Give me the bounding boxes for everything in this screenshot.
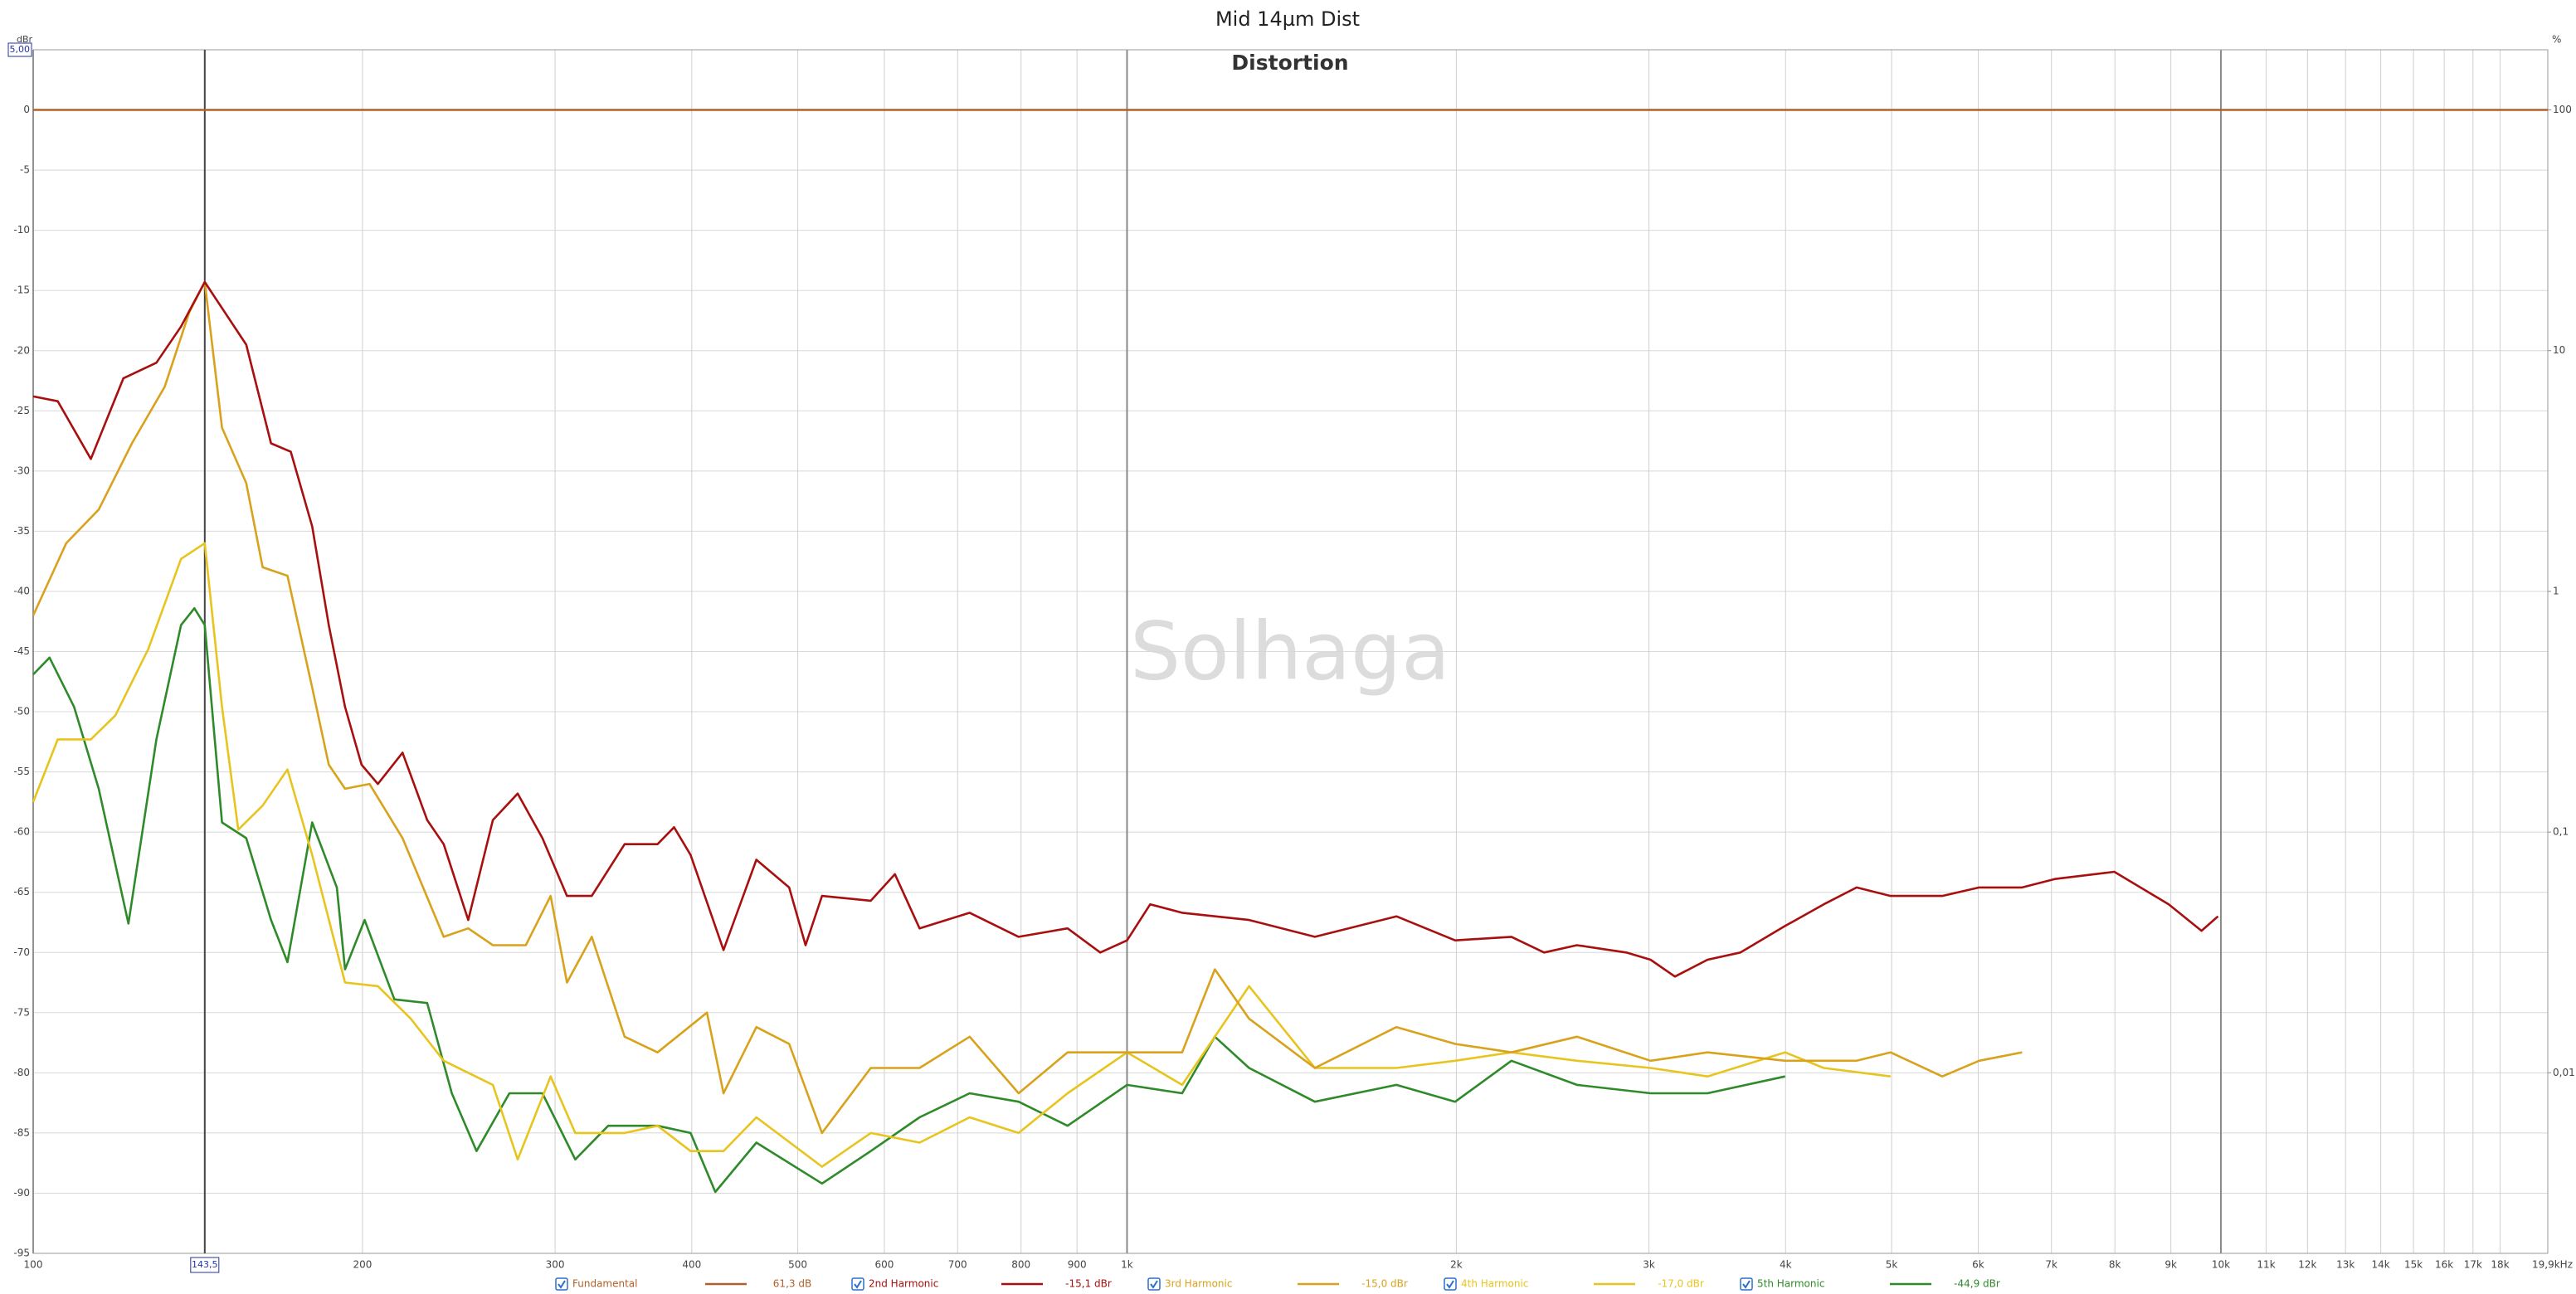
y-tick-label: -20 [13,344,30,356]
x-tick-label: 9k [2165,1259,2177,1271]
y-tick-label: -50 [13,706,30,718]
chart-title: Mid 14µm Dist [1215,7,1360,31]
x-tick-label: 11k [2257,1259,2275,1271]
legend-checkbox[interactable] [1147,1277,1161,1291]
y-tick-label: -75 [13,1006,30,1018]
legend-check [1446,1280,1454,1289]
legend-check [1150,1280,1158,1289]
y-tick-label: -5 [20,164,30,176]
plot-frame [32,49,2549,1254]
y-tick-label: -40 [13,585,30,596]
y-tick-label: -15 [13,285,30,296]
x-tick-label: 200 [353,1259,372,1271]
x-tick-label: 700 [948,1259,967,1271]
legend-check [854,1280,862,1289]
series-line [32,280,2023,1135]
x-tick-label: 13k [2336,1259,2354,1271]
cursor-box [190,1257,220,1273]
x-tick-label: 16k [2435,1259,2453,1271]
legend-item: 4th Harmonic -17,0 dBr [1444,1277,1704,1291]
x-tick-label: 6k [1972,1259,1984,1271]
x-tick-label: 7k [2045,1259,2057,1271]
legend-checkbox[interactable] [851,1277,864,1291]
y-tick-label: -70 [13,946,30,958]
series-line [32,607,1785,1194]
x-tick-label: 14k [2372,1259,2390,1271]
x-tick-label: 400 [682,1259,701,1271]
legend-value: 61,3 dB [773,1278,811,1290]
x-tick-label: 4k [1780,1259,1792,1271]
x-tick-label: 17k [2464,1259,2482,1271]
x-tick-label: 15k [2404,1259,2423,1271]
x-tick-label: 19,9kHz [2532,1259,2573,1271]
x-tick-label: 10k [2212,1259,2230,1271]
legend-checkbox[interactable] [1444,1277,1457,1291]
x-tick-label: 300 [546,1259,565,1271]
x-tick-label: 1k [1121,1259,1133,1271]
series-line [32,280,2219,978]
legend-item: 3rd Harmonic -15,0 dBr [1147,1277,1408,1291]
cursor-label: 143,5 [192,1259,218,1270]
y2-unit: % [2552,34,2561,46]
x-tick-label: 100 [24,1259,43,1271]
legend-value: -17,0 dBr [1658,1278,1704,1290]
y-tick-label: -80 [13,1067,30,1078]
y-tick-label: -35 [13,525,30,537]
legend-label: 2nd Harmonic [869,1278,938,1290]
legend-item: 2nd Harmonic -15,1 dBr [851,1277,1112,1291]
y-tick-label: 5,00 [10,44,31,55]
legend-checkbox[interactable] [555,1277,568,1291]
legend-item: Fundamental 61,3 dB [555,1277,811,1291]
legend-label: 5th Harmonic [1757,1278,1824,1290]
y2-tick-label: 1 [2553,585,2559,596]
y-tick-label: -45 [13,645,30,657]
x-tick-label: 8k [2109,1259,2121,1271]
grid [32,49,2549,1254]
x-tick-label: 12k [2298,1259,2316,1271]
legend-value: -44,9 dBr [1954,1278,2000,1290]
y-tick-label: -30 [13,465,30,476]
y-tick-label: -10 [13,224,30,236]
y2-tick-label: 100 [2553,104,2572,115]
y-tick-box [7,42,32,57]
y2-tick-label: 0,01 [2553,1067,2575,1078]
legend-check [1742,1280,1751,1289]
y-tick-label: -65 [13,886,30,898]
x-tick-label: 600 [875,1259,894,1271]
y-tick-label: -25 [13,405,30,416]
y-unit: dBr [17,34,33,45]
legend-label: 3rd Harmonic [1165,1278,1232,1290]
y-tick-label: -90 [13,1187,30,1199]
legend-check [558,1280,566,1289]
x-tick-label: 900 [1068,1259,1087,1271]
y-tick-label: 0 [23,104,30,115]
legend-value: -15,0 dBr [1361,1278,1408,1290]
legend-item: 5th Harmonic -44,9 dBr [1740,1277,2000,1291]
x-tick-label: 2k [1450,1259,1463,1271]
x-tick-label: 3k [1643,1259,1655,1271]
y2-tick-label: 0,1 [2553,826,2569,838]
legend-checkbox[interactable] [1740,1277,1753,1291]
x-tick-label: 800 [1011,1259,1030,1271]
x-tick-label: 500 [788,1259,807,1271]
legend-value: -15,1 dBr [1065,1278,1112,1290]
series-line [32,542,1891,1168]
y-tick-label: -60 [13,826,30,838]
legend-label: 4th Harmonic [1461,1278,1528,1290]
chart-subtitle: Distortion [1231,51,1348,75]
y-tick-label: -95 [13,1248,30,1259]
y-tick-label: -55 [13,766,30,777]
x-tick-label: 18k [2491,1259,2509,1271]
x-tick-label: 5k [1886,1259,1898,1271]
legend-label: Fundamental [572,1278,638,1290]
y-tick-label: -85 [13,1126,30,1138]
y2-tick-label: 10 [2553,344,2565,356]
